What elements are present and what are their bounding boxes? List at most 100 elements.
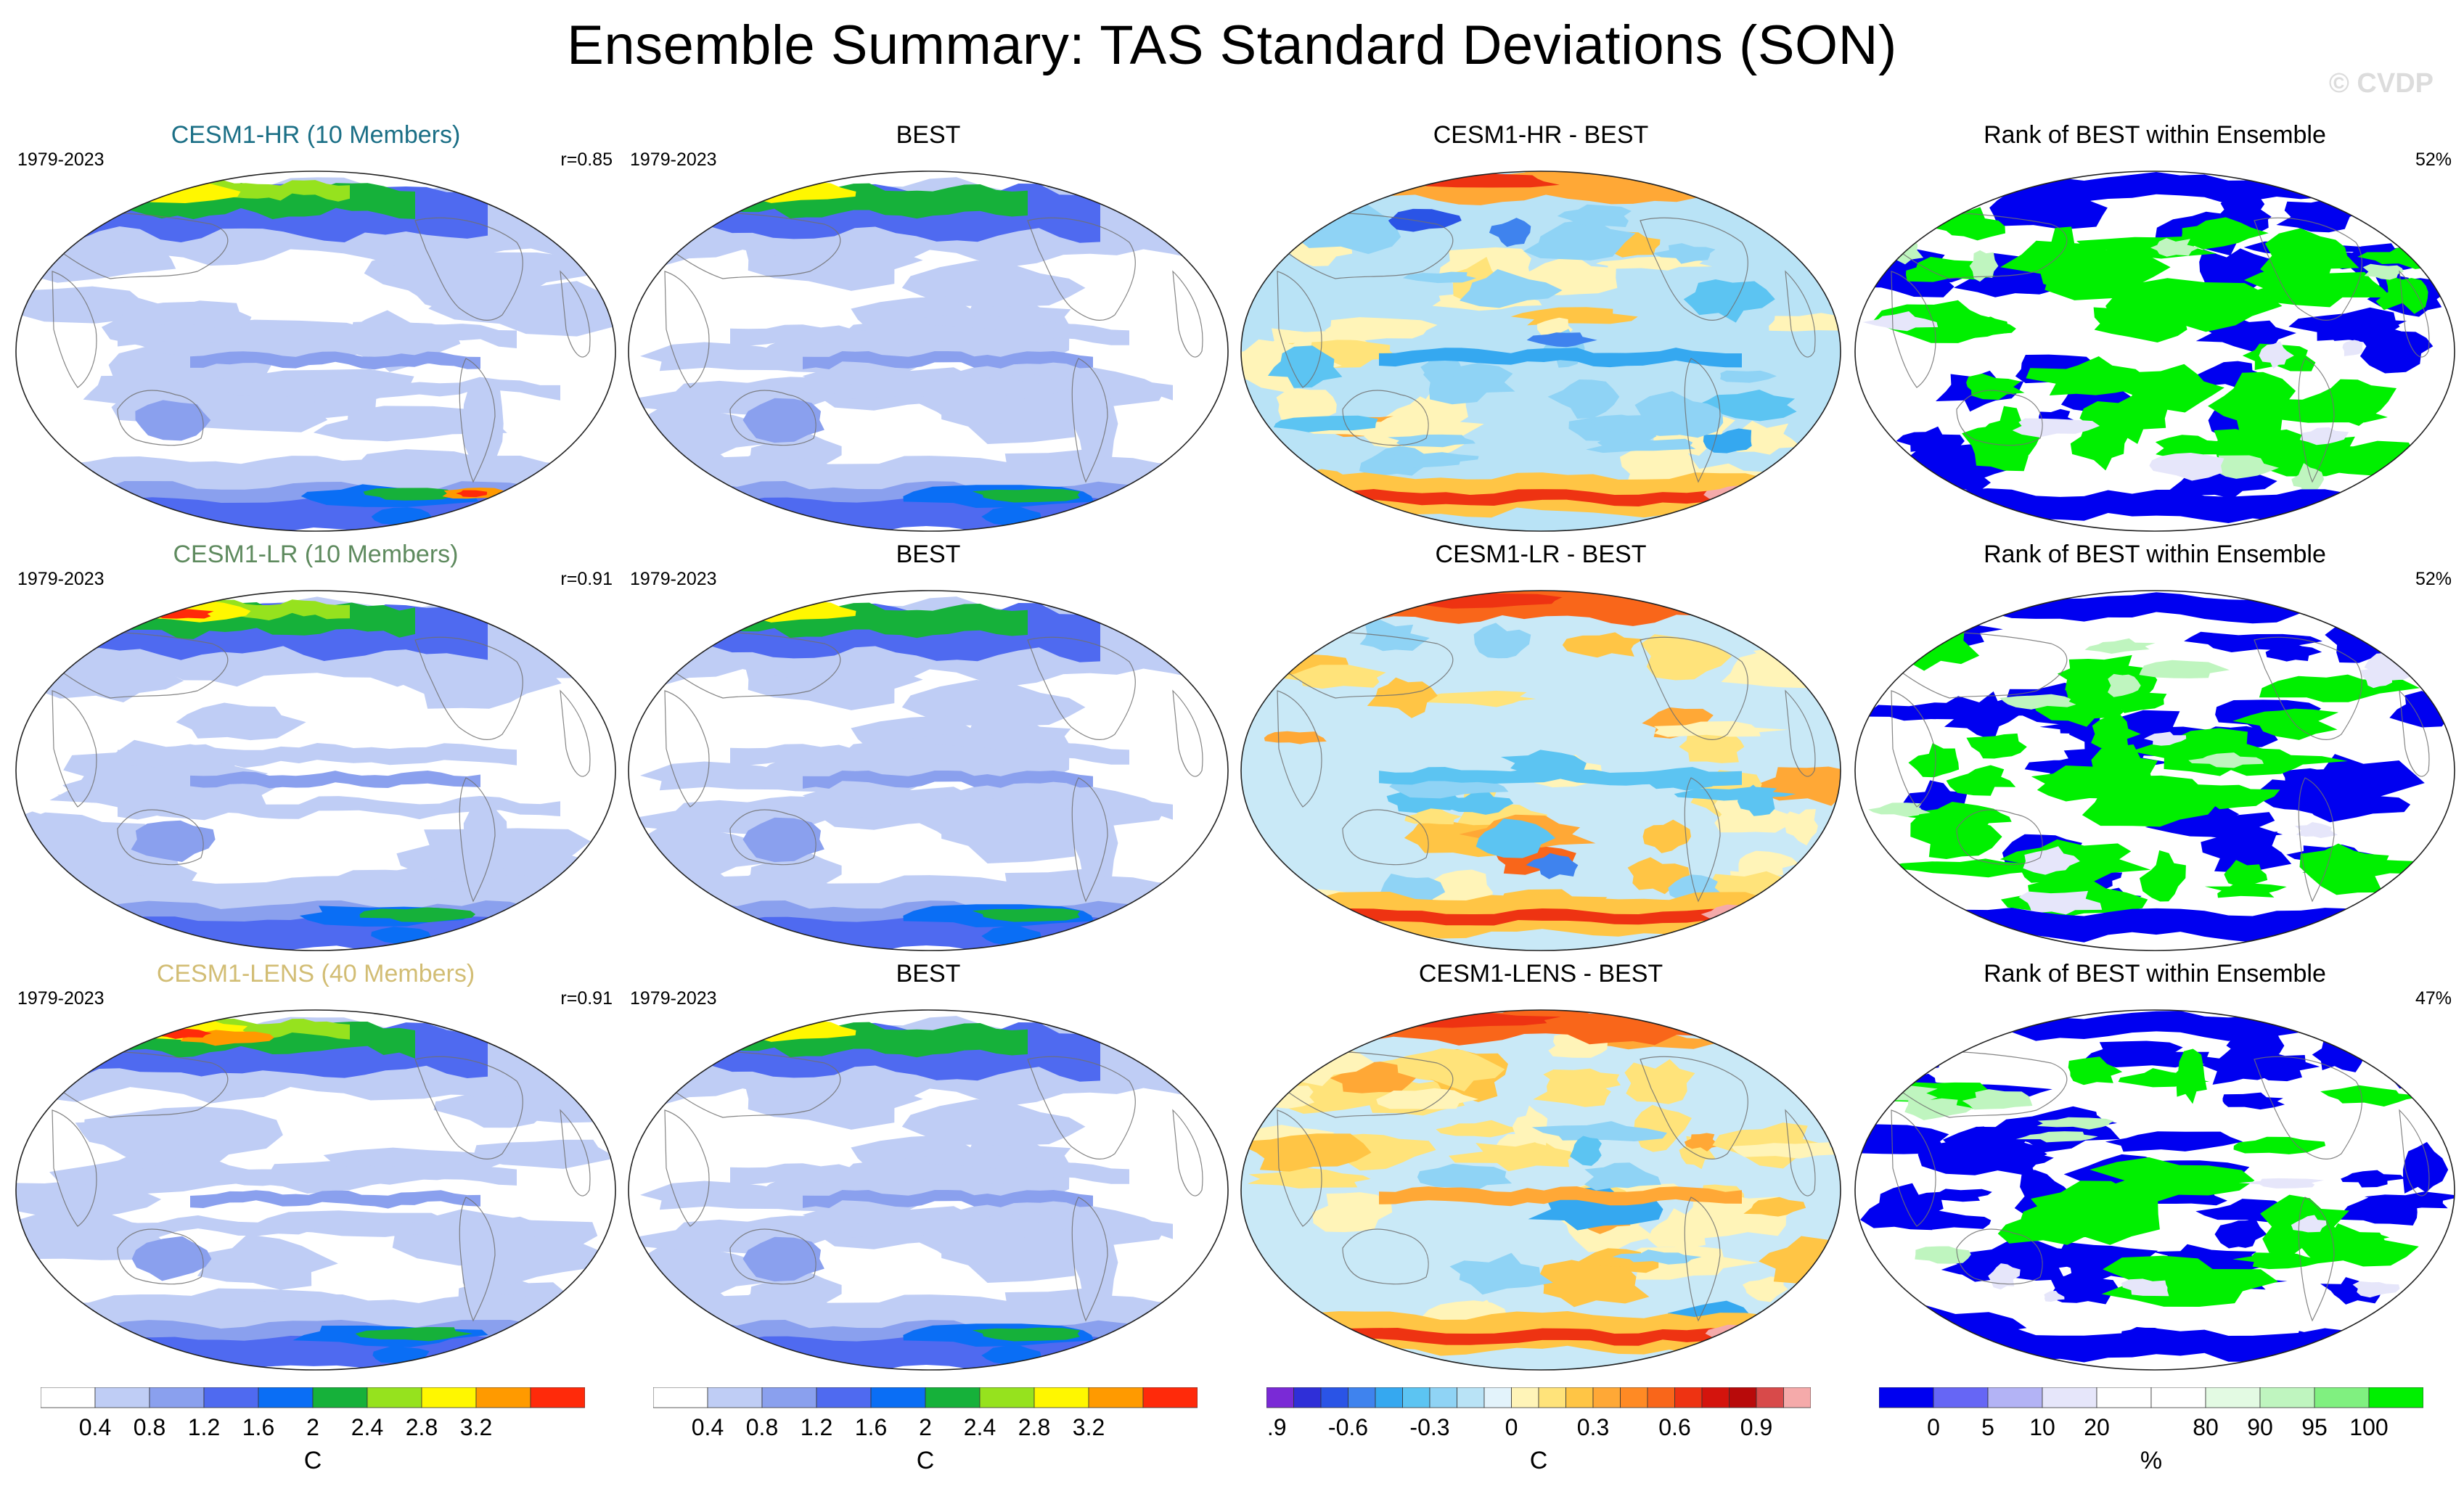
map-panel: CESM1-LR (10 Members) 1979-2023 r=0.91 [9, 533, 623, 952]
map-field-region [2026, 356, 2148, 395]
map-field-region [2342, 340, 2363, 356]
map-field-region [60, 1336, 568, 1370]
panel-title: CESM1-HR (10 Members) [171, 121, 461, 149]
map-field [629, 591, 1228, 951]
map-field-region [2091, 714, 2141, 756]
map-field-region [1415, 691, 1536, 707]
map-field-region [803, 1190, 1093, 1208]
panel-title: CESM1-HR - BEST [1433, 121, 1649, 149]
map-field-region [1304, 199, 1345, 215]
watermark: © CVDP [2328, 68, 2434, 99]
map-field-region [2000, 694, 2076, 710]
panel-title: BEST [896, 960, 961, 988]
map-field-region [730, 377, 1173, 401]
colorbar-box [1620, 1387, 1648, 1408]
map-field [1241, 171, 1841, 531]
map-field-region [1273, 415, 1378, 432]
map-field-region [2150, 238, 2200, 257]
coastline [1876, 631, 2068, 699]
map-field-region [1449, 1252, 1553, 1295]
map-field-region [1640, 634, 1732, 681]
coastline [1342, 1228, 1429, 1285]
map-field-region [2037, 1117, 2114, 1130]
panel-period: 1979-2023 [630, 149, 717, 170]
map-field-region [1738, 850, 1799, 877]
map-border [1854, 171, 2455, 532]
colorbar-tick-label: 0.8 [134, 1414, 165, 1440]
colorbar-box [1034, 1387, 1089, 1408]
colorbar-box [149, 1387, 205, 1408]
map-field-region [1868, 802, 1931, 818]
map-field-region [1285, 890, 1325, 914]
coastline [560, 270, 591, 358]
map-field-region [1884, 858, 2037, 878]
map-field-region [2264, 1229, 2390, 1245]
map-field-region [2015, 1131, 2098, 1143]
map-field-region [972, 908, 1081, 922]
colorbar-tick-label: 2.8 [1018, 1414, 1050, 1440]
coastline [459, 1196, 496, 1322]
map-field [629, 171, 1228, 531]
coastline [650, 211, 841, 279]
map-field-region [1797, 903, 1841, 935]
colorbar-box [925, 1387, 981, 1408]
map-border [1240, 171, 1841, 532]
coastline [664, 1109, 710, 1227]
map-field [1855, 171, 2455, 531]
map-panel: Rank of BEST within Ensemble 52% [1848, 533, 2462, 952]
map-border [15, 590, 616, 951]
colorbar-box [1293, 1387, 1322, 1408]
map-field-region [2208, 372, 2296, 441]
colorbar-box [1674, 1387, 1703, 1408]
map-field-region [2121, 1278, 2169, 1297]
colorbar-box [1511, 1387, 1539, 1408]
map-field [16, 591, 615, 951]
colorbar-tick-label: 0 [1505, 1414, 1518, 1440]
map-field-region [2188, 752, 2264, 768]
map-field-region [1720, 370, 1777, 383]
coastline [664, 690, 710, 808]
colorbar-box [1538, 1387, 1566, 1408]
map-plot [1240, 171, 1841, 532]
map-field-region [1855, 189, 1962, 226]
colorbar: 0.4 0.8 1.2 1.6 2 2.4 2.8 3.2 C [40, 1387, 586, 1482]
coastline [1640, 1056, 1748, 1160]
map-field-region [1475, 818, 1556, 858]
map-field-region [1713, 795, 1790, 833]
colorbar-box [1701, 1387, 1730, 1408]
colorbar-box [40, 1387, 96, 1408]
coastline [1876, 211, 2068, 279]
coastline [52, 271, 97, 388]
coastline [1071, 358, 1108, 483]
map-field-region [2259, 341, 2294, 369]
colorbar-tick-label: 1.6 [855, 1414, 887, 1440]
map-field-region [2155, 435, 2232, 460]
map-border [15, 171, 616, 532]
coastline [414, 1056, 523, 1160]
map-field-region [1634, 1104, 1692, 1152]
map-panel: CESM1-LR - BEST [1234, 533, 1848, 952]
map-field-region [2294, 822, 2338, 838]
coastline [2298, 358, 2335, 483]
colorbar-tick-label: 0.4 [692, 1414, 724, 1440]
map-field-region [197, 1234, 338, 1290]
map-field-region [2352, 1281, 2400, 1298]
map-field-region [2108, 673, 2141, 697]
map-field-region [2341, 1170, 2404, 1188]
map-field-region [1543, 1068, 1621, 1093]
map-field-region [1584, 1162, 1661, 1191]
panel-stat: 52% [2415, 569, 2452, 589]
map-field-region [1325, 317, 1438, 341]
coastline [1277, 1109, 1322, 1227]
map-field-region [2333, 449, 2406, 467]
map-panel: CESM1-LENS (40 Members) 1979-2023 r=0.91 [9, 952, 623, 1371]
coastline [1785, 1109, 1816, 1196]
map-field-region [1267, 345, 1343, 388]
map-field-region [2217, 455, 2279, 479]
colorbar-box [1483, 1387, 1512, 1408]
coastline [117, 809, 204, 866]
map-field-region [1908, 743, 1960, 778]
map-field-region [1860, 861, 1907, 899]
map-field-region [1417, 1048, 1505, 1092]
panel-period: 1979-2023 [630, 988, 717, 1009]
